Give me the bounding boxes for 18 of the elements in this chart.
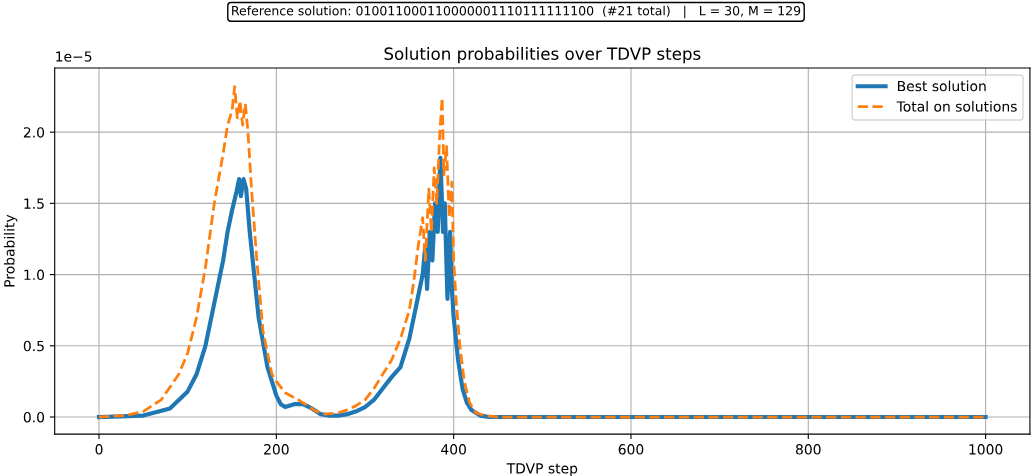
x-tick-label: 400	[441, 444, 466, 455]
chart-title: Solution probabilities over TDVP steps	[384, 47, 701, 64]
legend-label: Best solution	[898, 80, 986, 92]
x-tick-label: 1000	[969, 444, 1003, 455]
x-tick-label: 0	[95, 444, 103, 455]
x-tick-label: 200	[264, 444, 289, 455]
chart-subtitle: Reference solution: 010011000110000001110111111100 (#21 total) | L = 30, M = 129	[232, 5, 801, 19]
y-tick-label: 0.0	[23, 411, 45, 423]
x-tick-label: 600	[618, 444, 644, 455]
y-tick-label: 1.0	[24, 269, 45, 281]
x-tick-label: 800	[795, 444, 821, 455]
y-tick-label: 0.5	[23, 340, 44, 352]
text: 1e−5	[56, 51, 92, 62]
y-axis-title: Probability	[3, 214, 18, 287]
y-tick-label: 1.5	[24, 198, 44, 209]
legend-label: Total on solutions	[896, 100, 1017, 112]
y-tick-label: 2.0	[23, 127, 45, 138]
x-axis-title: TDVP step	[506, 463, 578, 476]
